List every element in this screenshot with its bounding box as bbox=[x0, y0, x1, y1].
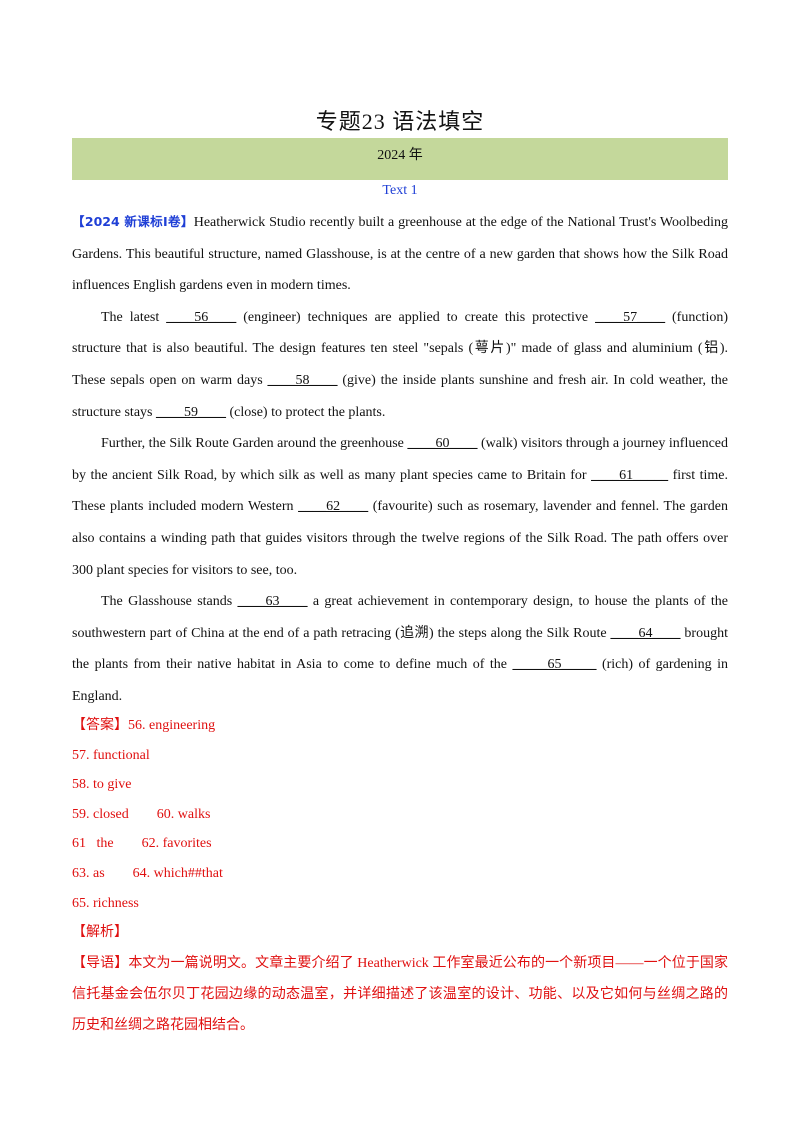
answer-line: 57. functional bbox=[72, 747, 150, 763]
answer-line: 59. closed 60. walks bbox=[72, 806, 211, 822]
paragraph-4: The Glasshouse stands ____63____ a great… bbox=[72, 586, 728, 712]
exam-tag: 【2024 新课标Ⅰ卷】 bbox=[72, 214, 194, 229]
blank-58: ____58____ bbox=[267, 372, 338, 388]
blank-57: ____57____ bbox=[595, 309, 666, 325]
guide-text: 【导语】本文为一篇说明文。文章主要介绍了 Heatherwick 工作室最近公布… bbox=[72, 956, 728, 1033]
answer-section: 【答案】56. engineering 57. functional 58. t… bbox=[72, 711, 728, 948]
analysis-heading: 【解析】 bbox=[72, 925, 128, 941]
answer-line: 65. richness bbox=[72, 895, 139, 911]
paragraph-2: The latest ____56____ (engineer) techniq… bbox=[72, 302, 728, 428]
text-segment: (close) to protect the plants. bbox=[225, 404, 386, 420]
text-segment: (give) the inside plants sunshine and fr… bbox=[72, 372, 728, 420]
text-segment: a great achievement in contemporary desi… bbox=[72, 594, 729, 641]
year-banner: 2024 年 bbox=[72, 138, 728, 180]
blank-61: ____61_____ bbox=[591, 467, 669, 483]
paragraph-1-text: Heatherwick Studio recently built a gree… bbox=[72, 215, 728, 294]
text-segment: (function) structure that is also beauti… bbox=[72, 309, 729, 388]
text-segment: (favourite) such as rosemary, lavender a… bbox=[72, 499, 728, 578]
text-segment: (walk) visitors through a journey influe… bbox=[72, 436, 728, 483]
blank-59: ____59____ bbox=[155, 404, 226, 420]
page-title: 专题23 语法填空 bbox=[315, 109, 485, 134]
text-segment: The latest bbox=[101, 309, 167, 325]
text-segment: brought the plants from their native hab… bbox=[72, 625, 728, 673]
passage: 【2024 新课标Ⅰ卷】Heatherwick Studio recently … bbox=[72, 206, 728, 713]
text-segment: (engineer) techniques are applied to cre… bbox=[236, 309, 596, 325]
blank-60: ____60____ bbox=[407, 436, 478, 452]
blank-62: ____62____ bbox=[298, 499, 369, 515]
blank-64: ____64____ bbox=[610, 625, 681, 641]
text-segment: The Glasshouse stands bbox=[101, 594, 238, 610]
blank-65: _____65_____ bbox=[512, 657, 597, 673]
paragraph-3: Further, the Silk Route Garden around th… bbox=[72, 428, 728, 586]
answer-line: 63. as 64. which##that bbox=[72, 865, 223, 881]
answer-line: 61 the 62. favorites bbox=[72, 836, 212, 852]
text-segment: first time. These plants included modern… bbox=[72, 467, 729, 515]
text-segment: Further, the Silk Route Garden around th… bbox=[101, 436, 408, 452]
answer-line: 58. to give bbox=[72, 777, 132, 793]
text-segment: (rich) of gardening in England. bbox=[72, 657, 728, 704]
blank-56: ____56____ bbox=[166, 309, 237, 325]
paragraph-1: 【2024 新课标Ⅰ卷】Heatherwick Studio recently … bbox=[72, 206, 728, 302]
blank-63: ____63____ bbox=[237, 594, 308, 610]
answer-line: 【答案】56. engineering bbox=[72, 718, 216, 733]
year-label: 2024 年 bbox=[377, 148, 423, 163]
text-label: Text 1 bbox=[382, 183, 418, 198]
